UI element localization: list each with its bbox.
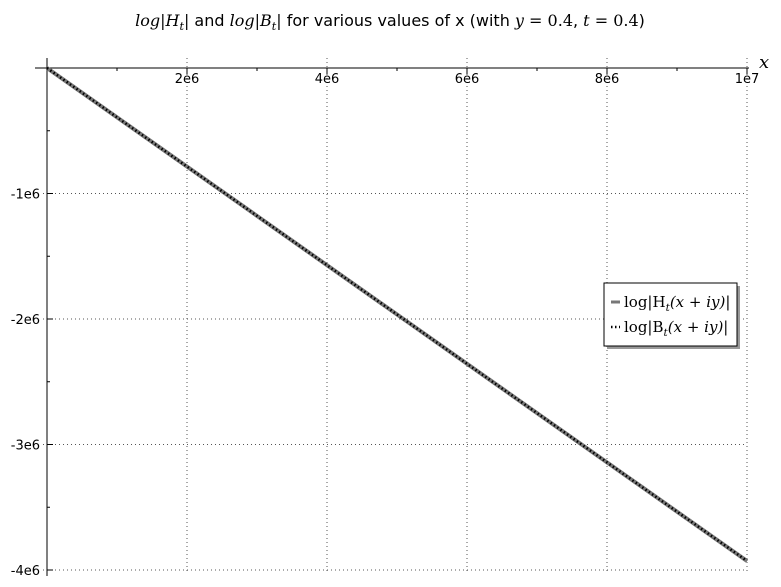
chart-title: log|Ht| and log|Bt| for various values o… — [135, 11, 645, 33]
text-segment: t — [664, 327, 669, 339]
text-segment: t — [666, 302, 671, 314]
text-segment: log|B — [624, 318, 664, 336]
x-tick-label: 4e6 — [315, 72, 340, 87]
legend-label: log|Ht(x + iy)| — [624, 293, 730, 314]
text-segment: t — [179, 20, 184, 33]
legend: log|Ht(x + iy)|log|Bt(x + iy)| — [603, 282, 740, 349]
text-segment: t — [583, 11, 590, 30]
axes — [35, 58, 749, 576]
legend-label: log|Bt(x + iy)| — [624, 318, 728, 339]
text-segment: (x + iy)| — [668, 318, 729, 336]
legend-box — [603, 282, 738, 347]
y-tick-label: -3e6 — [11, 439, 40, 454]
text-segment: log|H — [135, 11, 180, 30]
x-axis-label: x — [759, 52, 769, 73]
text-segment: and — [189, 11, 229, 30]
text-segment: y — [514, 11, 525, 30]
y-tick-label: -4e6 — [11, 564, 40, 579]
tick-labels: 2e6 4e6 6e6 8e6 1e7 -1e6 -2e6 -3e6 -4e6 x — [11, 52, 769, 579]
grid — [43, 58, 748, 574]
text-segment: = 0.4 — [590, 11, 639, 30]
text-segment: | — [276, 11, 281, 30]
x-tick-label: 6e6 — [455, 72, 480, 87]
x-tick-label: 2e6 — [175, 72, 200, 87]
text-segment: (x + iy)| — [670, 293, 731, 311]
text-segment: log|H — [624, 293, 666, 311]
text-segment: for various values of x (with — [282, 11, 515, 30]
x-tick-label: 1e7 — [735, 72, 760, 87]
data-series — [45, 66, 749, 563]
y-tick-label: -2e6 — [11, 313, 40, 328]
text-segment: | — [184, 11, 189, 30]
text-segment: = 0.4 — [524, 11, 573, 30]
text-segment: t — [272, 20, 277, 33]
series-line-dotted — [46, 66, 748, 562]
x-tick-label: 8e6 — [595, 72, 620, 87]
text-segment: , — [573, 11, 583, 30]
y-tick-label: -1e6 — [11, 188, 40, 203]
text-segment: log|B — [230, 11, 272, 30]
text-segment: ) — [639, 11, 645, 30]
